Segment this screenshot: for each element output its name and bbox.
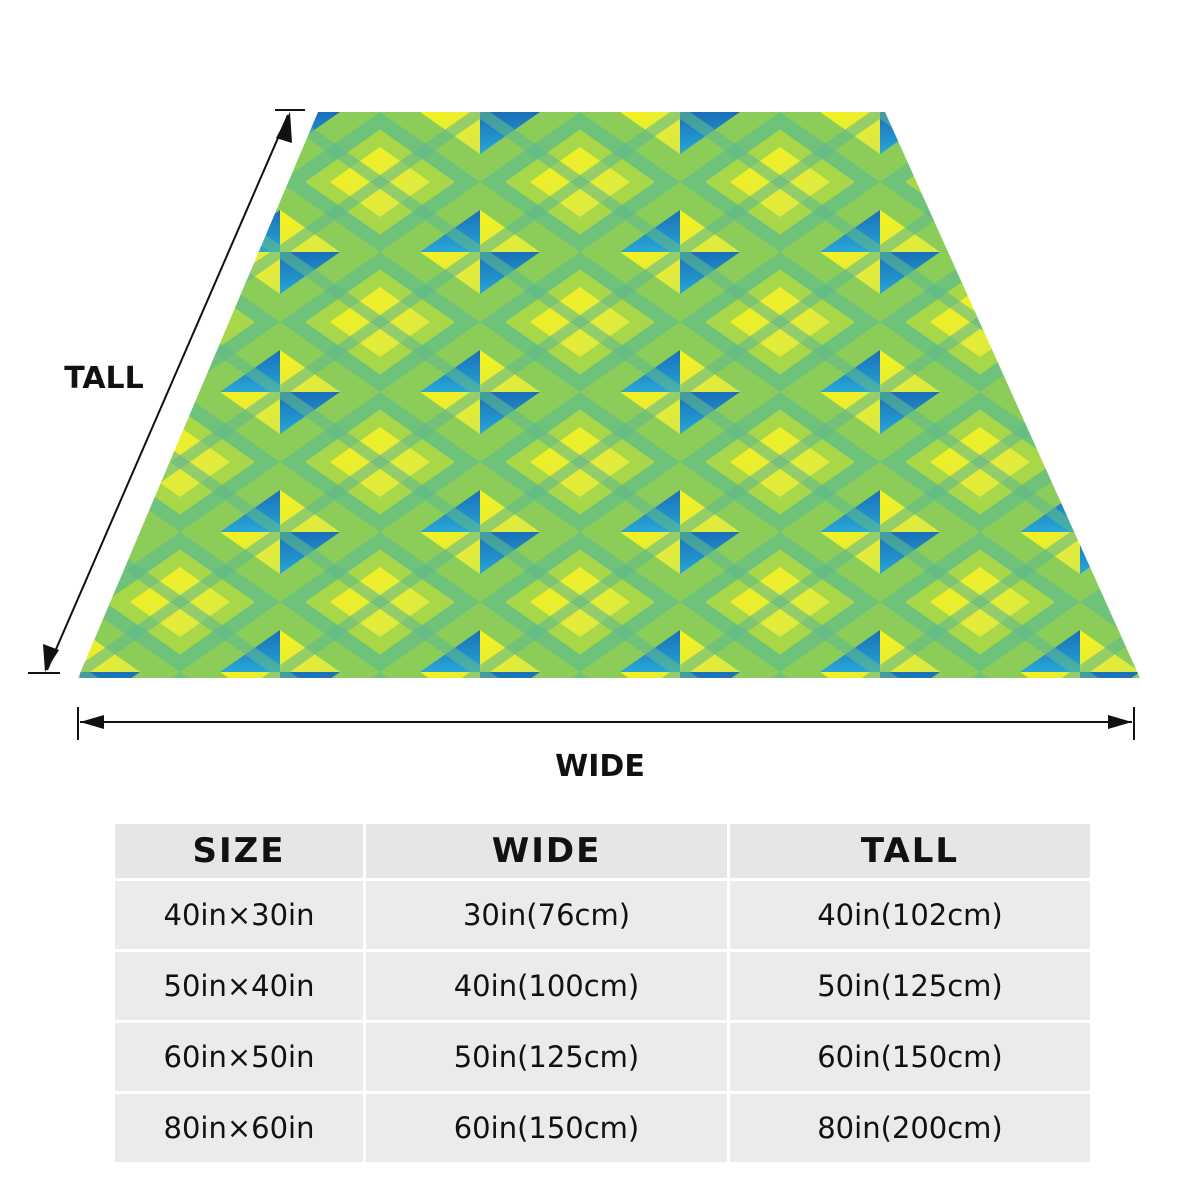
- table-cell: 80in×60in: [115, 1094, 363, 1162]
- header-cell: SIZE: [115, 824, 363, 878]
- size-table: SIZE WIDE TALL 40in×30in 30in(76cm) 40in(102c…: [115, 824, 1090, 1162]
- wide-arrow: [77, 707, 1135, 740]
- wide-label: WIDE: [555, 749, 645, 784]
- table-cell: 50in×40in: [115, 952, 363, 1020]
- tall-arrow: [28, 109, 305, 674]
- tall-label: TALL: [64, 361, 144, 396]
- header-cell: TALL: [730, 824, 1090, 878]
- table-cell: 50in(125cm): [730, 952, 1090, 1020]
- table-cell: 60in×50in: [115, 1023, 363, 1091]
- table-cell: 40in×30in: [115, 881, 363, 949]
- table-cell: 30in(76cm): [366, 881, 727, 949]
- blanket: [78, 112, 1140, 678]
- product-illustration: TALL WIDE: [28, 109, 1140, 784]
- table-cell: 50in(125cm): [366, 1023, 727, 1091]
- table-cell: 60in(150cm): [730, 1023, 1090, 1091]
- table-cell: 40in(100cm): [366, 952, 727, 1020]
- table-cell: 60in(150cm): [366, 1094, 727, 1162]
- table-cell: 40in(102cm): [730, 881, 1090, 949]
- header-cell: WIDE: [366, 824, 727, 878]
- table-cell: 80in(200cm): [730, 1094, 1090, 1162]
